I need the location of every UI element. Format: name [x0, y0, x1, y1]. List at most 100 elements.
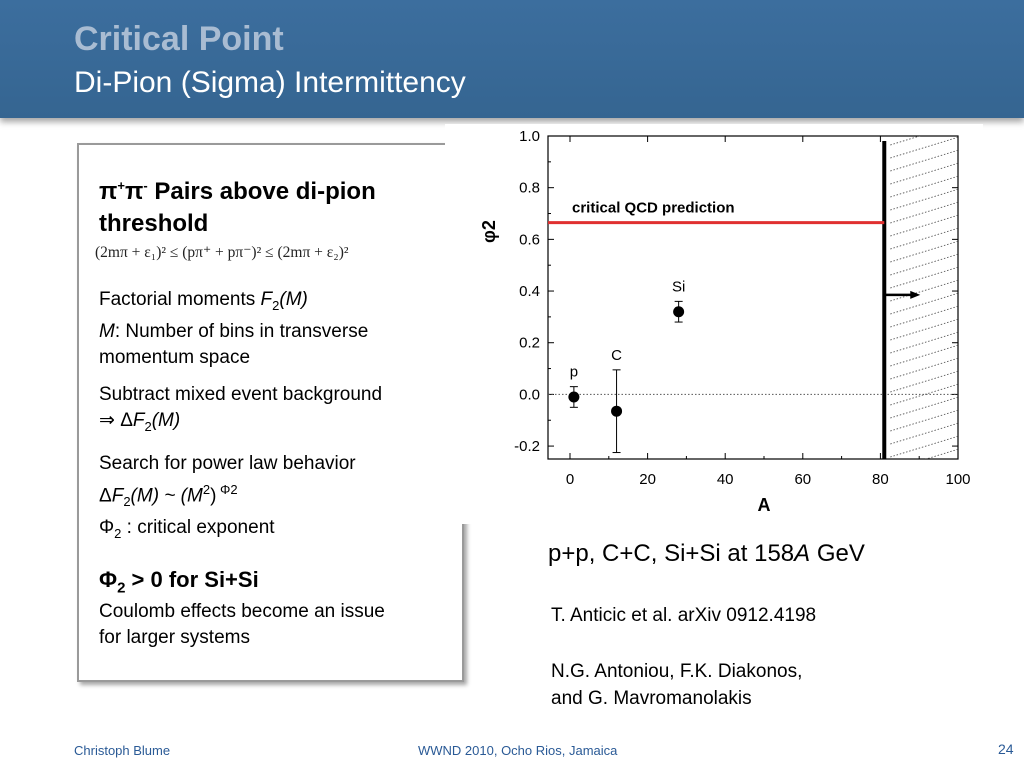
y-tick-label: 0.8 — [519, 180, 540, 197]
p1-F: F — [260, 289, 273, 310]
chart-caption: p+p, C+C, Si+Si at 158A GeV — [548, 540, 865, 568]
hatch-line — [890, 318, 958, 341]
point-label-si: Si — [672, 278, 685, 295]
x-tick-label: 40 — [717, 471, 734, 488]
y-tick-label: 0.2 — [519, 335, 540, 352]
plot-frame — [547, 135, 959, 460]
p1-sub: 2 — [272, 297, 280, 313]
slide-header: Critical Point Di-Pion (Sigma) Intermitt… — [0, 0, 1024, 118]
power-law-text: Search for power law behavior ΔF2(M) ~ (… — [99, 451, 459, 547]
data-point-si — [673, 306, 685, 318]
hatch-line — [890, 136, 921, 146]
mixed-event-text: Subtract mixed event background ⇒ ΔF2(M) — [99, 382, 459, 440]
p3-text-c: (M) ~ (M — [130, 485, 203, 507]
threshold-formula: (2mπ + ε₁)² ≤ (pπ⁺ + pπ⁻)² ≤ (2mπ + ε₂)² — [95, 244, 349, 261]
point-label-p: p — [570, 364, 578, 381]
chart-marks: critical QCD prediction p C Si — [548, 141, 958, 459]
hatch-line — [890, 124, 962, 132]
hatch-line — [890, 162, 958, 185]
p3-sub: 2 — [123, 494, 131, 510]
text-panel: π+π- Pairs above di-pion threshold (2mπ … — [77, 143, 464, 682]
factorial-moments-text: Factorial moments F2(M) M: Number of bin… — [99, 287, 459, 371]
x-tick-label: 100 — [945, 471, 970, 488]
y-tick-label: 0.0 — [519, 386, 540, 403]
y-tick-label: 1.0 — [519, 128, 540, 145]
hatch-line — [890, 370, 958, 393]
conclusion-phi: Φ — [99, 567, 118, 592]
hatch-line — [890, 175, 958, 198]
p4-text: : critical exponent — [121, 517, 275, 539]
hatch-line — [890, 331, 958, 354]
hatch-line — [890, 227, 958, 250]
limit-arrow-head — [910, 290, 921, 299]
p3-paren: ) — [210, 485, 217, 507]
pair-heading: π+π- Pairs above di-pion threshold — [99, 170, 459, 240]
x-tick-label: 80 — [872, 471, 889, 488]
conclusion-heading: Φ2 > 0 for Si+Si — [99, 567, 259, 596]
data-point-c — [611, 405, 623, 417]
chart-axes: -0.2 0.0 0.2 0.4 0.6 0.8 1.0 0 20 40 60 80 100 Aφ2 — [479, 128, 971, 515]
hatch-line — [890, 344, 958, 367]
hatch-line — [890, 409, 958, 432]
pi-symbol-2: π — [124, 178, 144, 205]
hatch-line — [890, 188, 958, 211]
reference-antoniou-line2: and G. Mavromanolakis — [551, 688, 752, 709]
p3-delta: Δ — [99, 485, 112, 507]
reference-anticic: T. Anticic et al. arXiv 0912.4198 — [551, 605, 817, 626]
p2-text: Subtract mixed event background — [99, 384, 383, 405]
p3-supphi: Φ2 — [216, 482, 238, 497]
footer-event: WWND 2010, Ocho Rios, Jamaica — [418, 743, 618, 758]
p1-text: Factorial moments — [99, 289, 261, 310]
hatch-line — [890, 266, 958, 289]
pi-symbol: π — [99, 178, 118, 205]
slide-title: Critical Point — [74, 20, 284, 58]
hatch-line — [890, 396, 958, 419]
y-tick-label: 0.4 — [519, 283, 540, 300]
p2-M: (M) — [151, 410, 181, 431]
p3-sup2: 2 — [202, 482, 211, 497]
hatch-line — [890, 292, 958, 315]
hatch-line — [890, 422, 958, 445]
prediction-label: critical QCD prediction — [572, 200, 735, 217]
page-number: 24 — [998, 741, 1014, 757]
y-axis-label: φ2 — [479, 220, 499, 243]
hatch-line — [890, 487, 962, 509]
caption-A: A — [794, 540, 811, 567]
conclusion-sub: 2 — [117, 579, 126, 597]
p1-text-b: : Number of bins in transverse momentum … — [99, 320, 369, 368]
p4-phi: Φ — [99, 517, 115, 539]
hatch-line — [890, 149, 958, 172]
y-tick-label: -0.2 — [514, 438, 540, 455]
hatch-line — [890, 253, 958, 276]
phi2-vs-A-chart: -0.2 0.0 0.2 0.4 0.6 0.8 1.0 0 20 40 60 80 100 Aφ2 cr… — [479, 124, 971, 524]
hatch-line — [890, 279, 958, 302]
hatch-line — [890, 500, 962, 522]
plus-sup: + — [117, 178, 125, 193]
conclusion-text: > 0 for Si+Si — [125, 567, 259, 592]
p2-F: F — [132, 410, 145, 431]
x-tick-label: 20 — [639, 471, 656, 488]
p1-M: (M) — [279, 289, 308, 310]
data-point-p — [568, 391, 580, 403]
caption-gev: GeV — [810, 540, 865, 567]
p3-F: F — [111, 485, 124, 507]
caption-text: p+p, C+C, Si+Si at 158 — [548, 540, 795, 567]
x-tick-label: 60 — [794, 471, 811, 488]
reference-antoniou-line1: N.G. Antoniou, F.K. Diakonos, — [551, 661, 803, 682]
p2-text-b: ⇒ Δ — [99, 410, 133, 431]
reference-antoniou: N.G. Antoniou, F.K. Diakonos, and G. Mav… — [551, 658, 802, 712]
hatch-line — [890, 513, 962, 524]
hatch-line — [890, 201, 958, 224]
minus-sup: - — [143, 178, 148, 193]
p2-sub: 2 — [144, 418, 152, 434]
y-tick-label: 0.6 — [519, 231, 540, 248]
p4-sub: 2 — [114, 525, 122, 541]
point-label-c: C — [611, 347, 622, 364]
hatch-line — [890, 214, 958, 237]
hatch-line — [890, 435, 958, 458]
coulomb-note: Coulomb effects become an issue for larg… — [99, 601, 385, 648]
hatch-line — [890, 305, 958, 328]
x-axis-label: A — [758, 495, 771, 515]
hatch-line — [890, 357, 958, 380]
